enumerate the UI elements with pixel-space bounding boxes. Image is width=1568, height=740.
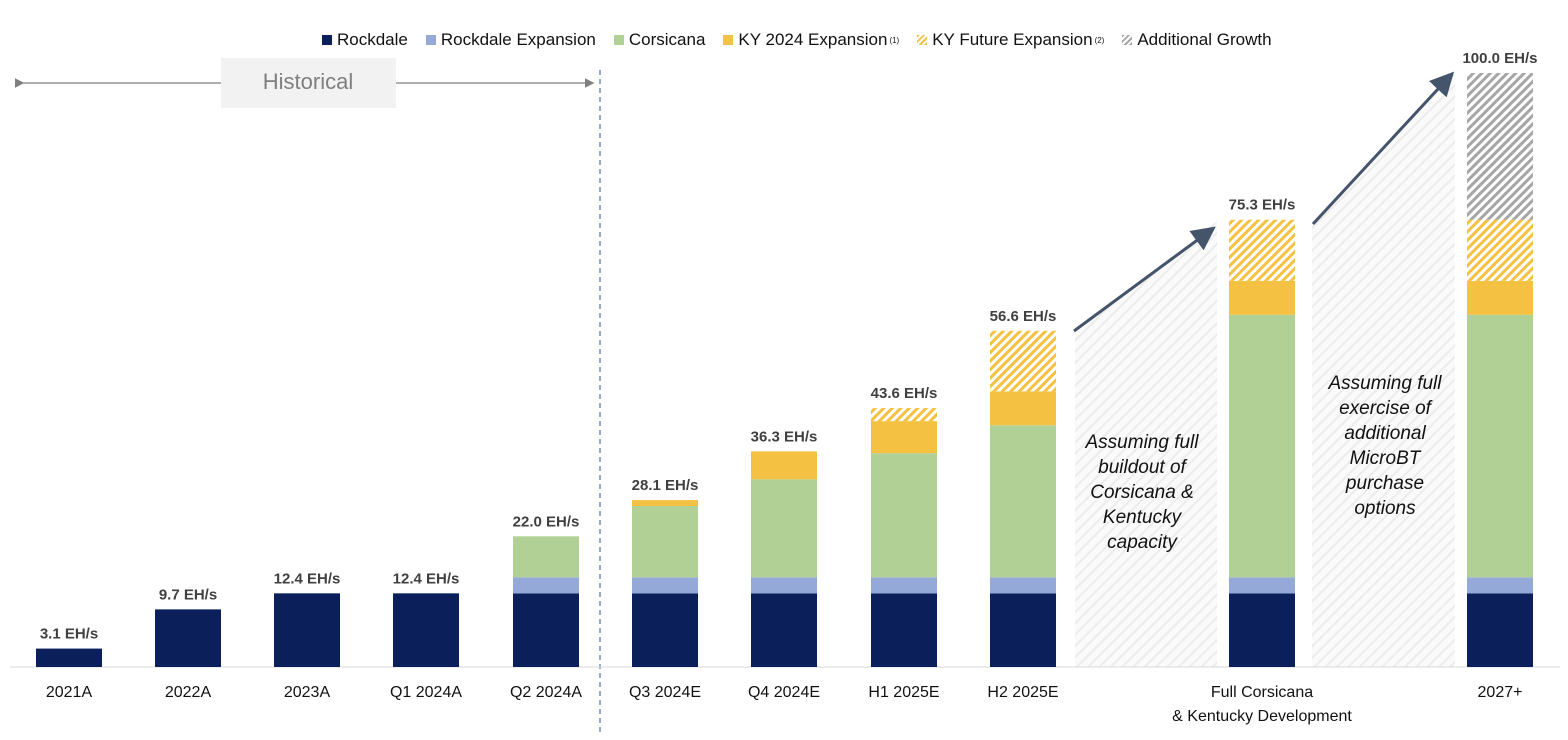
bar-ky-future-expansion-full-corsicana-kentucky-development — [1229, 219, 1295, 281]
legend-item-ky-2024-expansion: KY 2024 Expansion (1) — [723, 30, 899, 50]
legend-footnote: (2) — [1094, 35, 1105, 45]
legend-item-ky-future-expansion: KY Future Expansion (2) — [917, 30, 1104, 50]
annotation-microbt: additional — [1344, 423, 1426, 444]
bar-corsicana-2027 — [1467, 314, 1533, 578]
x-tick-label: Q2 2024A — [510, 684, 582, 701]
bar-additional-growth-2027 — [1467, 73, 1533, 220]
bar-rockdale-2023a — [274, 593, 340, 667]
annotation-microbt: MicroBT — [1350, 448, 1422, 469]
legend-label: Rockdale — [337, 30, 408, 49]
annotation-microbt: exercise of — [1339, 398, 1433, 419]
bar-rockdale-expansion-q4-2024e — [751, 577, 817, 594]
bar-ky-future-expansion-h2-2025e — [990, 330, 1056, 392]
bar-rockdale-expansion-q3-2024e — [632, 577, 698, 594]
total-label: 36.3 EH/s — [751, 428, 818, 445]
annotation-buildout: Kentucky — [1103, 507, 1183, 528]
x-tick-label: H2 2025E — [987, 684, 1058, 701]
annotation-panel-buildout — [1075, 221, 1217, 667]
bar-ky-future-expansion-2027 — [1467, 219, 1533, 281]
legend-swatch — [917, 35, 928, 45]
annotation-microbt: options — [1354, 498, 1416, 519]
bar-corsicana-q4-2024e — [751, 479, 817, 578]
legend-label: Corsicana — [628, 30, 706, 49]
legend-item-rockdale-expansion: Rockdale Expansion — [425, 30, 596, 50]
bar-ky-future-expansion-h1-2025e — [871, 408, 937, 422]
bar-rockdale-2021a — [36, 648, 102, 667]
bar-corsicana-full-corsicana-kentucky-development — [1229, 314, 1295, 578]
bar-corsicana-q3-2024e — [632, 506, 698, 578]
total-label: 12.4 EH/s — [274, 570, 341, 587]
bar-corsicana-h2-2025e — [990, 425, 1056, 578]
historical-label: Historical — [263, 69, 353, 94]
annotation-buildout: Assuming full — [1085, 432, 1200, 453]
historical-label-box — [221, 58, 396, 108]
legend-swatch — [1122, 35, 1133, 45]
bar-ky-2024-expansion-h1-2025e — [871, 421, 937, 454]
total-label: 9.7 EH/s — [159, 586, 217, 603]
x-tick-label: 2027+ — [1478, 684, 1523, 701]
legend-label: Rockdale Expansion — [440, 30, 596, 49]
legend-label: Additional Growth — [1137, 30, 1272, 49]
x-tick-label: Q1 2024A — [390, 684, 462, 701]
annotation-microbt: Assuming full — [1328, 373, 1443, 394]
bar-rockdale-q2-2024a — [513, 593, 579, 667]
annotation-buildout: buildout of — [1098, 457, 1187, 478]
legend-swatch — [723, 35, 734, 45]
total-label: 43.6 EH/s — [871, 385, 938, 402]
annotation-buildout: capacity — [1107, 532, 1178, 553]
x-tick-label: Full Corsicana — [1211, 684, 1313, 701]
total-label: 12.4 EH/s — [393, 570, 460, 587]
bar-rockdale-expansion-q2-2024a — [513, 577, 579, 594]
bar-ky-2024-expansion-q4-2024e — [751, 451, 817, 480]
x-tick-label: H1 2025E — [868, 684, 939, 701]
bar-rockdale-full-corsicana-kentucky-development — [1229, 593, 1295, 667]
bar-rockdale-2022a — [155, 609, 221, 667]
legend-item-additional-growth: Additional Growth — [1122, 30, 1272, 50]
total-label: 22.0 EH/s — [513, 513, 580, 530]
total-label: 75.3 EH/s — [1229, 197, 1296, 214]
annotation-panel-microbt — [1312, 73, 1455, 667]
legend-label: KY 2024 Expansion — [738, 30, 888, 49]
growth-arrow-2 — [1311, 71, 1455, 226]
total-label: 100.0 EH/s — [1462, 50, 1537, 67]
bar-rockdale-h1-2025e — [871, 593, 937, 667]
bar-rockdale-2027 — [1467, 593, 1533, 667]
x-tick-label: & Kentucky Development — [1172, 708, 1352, 725]
growth-arrow-1 — [1073, 226, 1216, 333]
bar-rockdale-expansion-2027 — [1467, 577, 1533, 594]
x-tick-label: Q4 2024E — [748, 684, 820, 701]
legend-item-corsicana: Corsicana — [613, 30, 706, 50]
x-tick-label: 2022A — [165, 684, 212, 701]
bar-ky-2024-expansion-2027 — [1467, 280, 1533, 315]
legend-swatch — [613, 35, 624, 45]
bar-rockdale-expansion-full-corsicana-kentucky-development — [1229, 577, 1295, 594]
bar-ky-2024-expansion-h2-2025e — [990, 391, 1056, 426]
bar-rockdale-q4-2024e — [751, 593, 817, 667]
bar-rockdale-q3-2024e — [632, 593, 698, 667]
bar-corsicana-q2-2024a — [513, 536, 579, 578]
bar-rockdale-h2-2025e — [990, 593, 1056, 667]
legend-footnote: (1) — [889, 35, 900, 45]
x-tick-label: Q3 2024E — [629, 684, 701, 701]
bar-rockdale-q1-2024a — [393, 593, 459, 667]
legend-item-rockdale: Rockdale — [322, 30, 408, 50]
annotation-microbt: purchase — [1345, 473, 1424, 494]
annotation-buildout: Corsicana & — [1090, 482, 1194, 503]
x-tick-label: 2021A — [46, 684, 93, 701]
legend-swatch — [425, 35, 436, 45]
bar-ky-2024-expansion-q3-2024e — [632, 500, 698, 507]
total-label: 56.6 EH/s — [990, 308, 1057, 325]
x-tick-label: 2023A — [284, 684, 331, 701]
bar-rockdale-expansion-h2-2025e — [990, 577, 1056, 594]
total-label: 3.1 EH/s — [40, 626, 98, 643]
legend-label: KY Future Expansion — [932, 30, 1093, 49]
legend: Rockdale Rockdale Expansion Corsicana KY 20… — [322, 30, 1290, 50]
legend-swatch — [322, 35, 332, 45]
bar-ky-2024-expansion-full-corsicana-kentucky-development — [1229, 280, 1295, 315]
total-label: 28.1 EH/s — [632, 477, 699, 494]
bar-corsicana-h1-2025e — [871, 453, 937, 578]
bar-rockdale-expansion-h1-2025e — [871, 577, 937, 594]
